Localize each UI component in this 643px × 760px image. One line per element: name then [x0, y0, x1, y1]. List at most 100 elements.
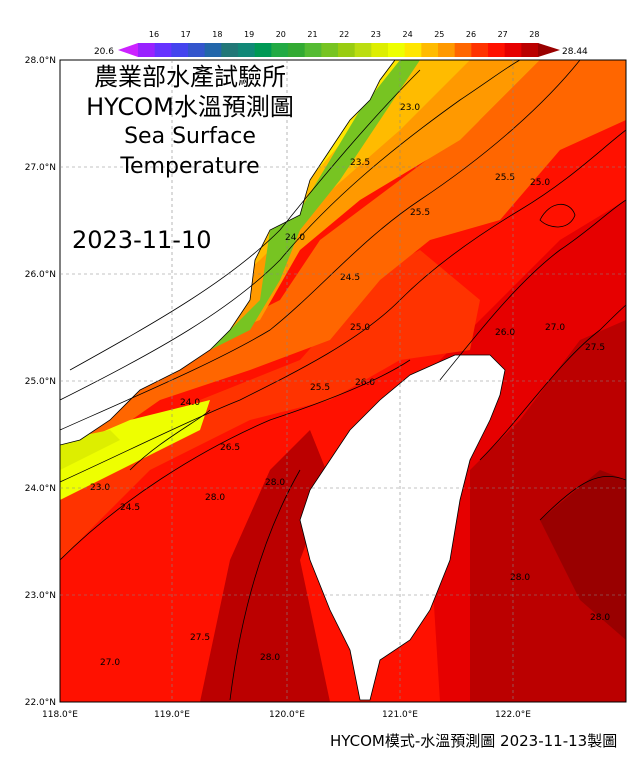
- lat-tick-label: 24.0°N: [25, 484, 56, 494]
- band-28-deep: [540, 470, 626, 640]
- land-mainland: [60, 60, 396, 446]
- colorbar-swatch: [471, 43, 489, 57]
- title-line-sea-surface: Sea Surface: [124, 124, 256, 149]
- colorbar-tick-label: 23: [371, 30, 381, 39]
- lon-tick-label: 119.0°E: [154, 710, 190, 720]
- contour-label: 28.0: [265, 478, 285, 488]
- colorbar-max-label: 28.44: [562, 47, 588, 57]
- forecast-date: 2023-11-10: [72, 226, 212, 254]
- contour-lines: [60, 60, 626, 701]
- colorbar-tick-label: 16: [149, 30, 159, 39]
- colorbar-tick-label: 18: [212, 30, 222, 39]
- colorbar-swatch: [321, 43, 339, 57]
- contour-label: 25.5: [410, 208, 430, 218]
- colorbar-swatch: [388, 43, 406, 57]
- colorbar-swatch: [371, 43, 389, 57]
- colorbar-swatch: [354, 43, 372, 57]
- contour-label: 23.0: [400, 103, 420, 113]
- lat-tick-label: 25.0°N: [25, 377, 56, 387]
- contour-label: 25.0: [350, 323, 370, 333]
- colorbar-swatch: [238, 43, 256, 57]
- title-line-model: HYCOM水溫預測圖: [86, 93, 294, 121]
- colorbar-swatch: [271, 43, 289, 57]
- contour-label: 28.0: [510, 573, 530, 583]
- colorbar-tick-label: 19: [244, 30, 254, 39]
- colorbar-swatch: [254, 43, 272, 57]
- lat-tick-label: 26.0°N: [25, 270, 56, 280]
- band-235: [60, 400, 210, 500]
- colorbar-tick-label: 25: [434, 30, 444, 39]
- colorbar-swatch: [288, 43, 306, 57]
- band-26: [60, 60, 626, 470]
- colorbar-tick-label: 21: [307, 30, 317, 39]
- title-line-temperature: Temperature: [120, 154, 260, 179]
- contour-label: 24.5: [340, 273, 360, 283]
- colorbar-swatch: [204, 43, 222, 57]
- contour-label: 28.0: [260, 653, 280, 663]
- lon-tick-label: 118.0°E: [42, 710, 78, 720]
- contour-label: 25.5: [495, 173, 515, 183]
- contour-label: 27.5: [190, 633, 210, 643]
- colorbar-swatch: [338, 43, 356, 57]
- contour-label: 24.5: [120, 503, 140, 513]
- contour-label: 27.0: [545, 323, 565, 333]
- lat-tick-label: 28.0°N: [25, 56, 56, 66]
- colorbar-swatch: [138, 43, 156, 57]
- colorbar-swatch: [521, 43, 539, 57]
- colorbar-tick-label: 28: [529, 30, 539, 39]
- contour-label: 27.5: [585, 343, 605, 353]
- colorbar-swatch: [221, 43, 239, 57]
- contour-labels: 23.0 24.5 24.0 23.5 23.0 24.0 24.5 25.0 25.5 25.5…: [90, 103, 610, 668]
- colorbar: 16 17 18 19 20 21 22 23 24 25 26 27 28 20.6 28.44: [94, 30, 588, 57]
- colorbar-tick-label: 24: [403, 30, 413, 39]
- colorbar-tick-label: 20: [276, 30, 286, 39]
- band-265: [60, 250, 480, 560]
- band-coast-green: [210, 60, 420, 350]
- band-275: [470, 320, 626, 702]
- colorbar-tick-label: 27: [498, 30, 508, 39]
- title-block: 農業部水產試驗所 HYCOM水溫預測圖 Sea Surface Temperat…: [60, 62, 320, 182]
- colorbar-max-arrow: [538, 43, 560, 57]
- colorbar-swatch: [504, 43, 522, 57]
- axis-labels: 118.0°E 119.0°E 120.0°E 121.0°E 122.0°E 28.0°…: [25, 56, 532, 720]
- colorbar-swatch: [421, 43, 439, 57]
- contour-label: 27.0: [100, 658, 120, 668]
- lon-tick-label: 120.0°E: [269, 710, 305, 720]
- contour-label: 24.0: [180, 398, 200, 408]
- contour-label: 25.5: [310, 383, 330, 393]
- colorbar-swatch: [188, 43, 206, 57]
- colorbar-swatch: [154, 43, 172, 57]
- footer-credit: HYCOM模式-水溫預測圖 2023-11-13製圖: [330, 732, 618, 750]
- sst-field: 23.0 24.5 24.0 23.5 23.0 24.0 24.5 25.0 25.5 25.5…: [60, 60, 626, 702]
- contour-label: 26.0: [355, 378, 375, 388]
- contour-label: 26.0: [495, 328, 515, 338]
- colorbar-swatch: [171, 43, 189, 57]
- land-taiwan: [299, 354, 506, 701]
- lon-tick-label: 122.0°E: [495, 710, 531, 720]
- colorbar-swatch: [438, 43, 456, 57]
- contour-label: 23.0: [90, 483, 110, 493]
- colorbar-swatch: [454, 43, 472, 57]
- colorbar-tick-label: 22: [339, 30, 349, 39]
- colorbar-min-arrow: [118, 43, 138, 57]
- contour-label: 26.5: [220, 443, 240, 453]
- colorbar-swatch: [404, 43, 422, 57]
- lon-tick-label: 121.0°E: [382, 710, 418, 720]
- contour-label: 25.0: [530, 178, 550, 188]
- lat-tick-label: 23.0°N: [25, 591, 56, 601]
- contour-label: 23.5: [350, 158, 370, 168]
- lat-tick-label: 22.0°N: [25, 698, 56, 708]
- title-line-agency: 農業部水產試驗所: [94, 63, 286, 91]
- lat-tick-label: 27.0°N: [25, 163, 56, 173]
- colorbar-swatch: [304, 43, 322, 57]
- contour-label: 24.0: [285, 233, 305, 243]
- contour-label: 28.0: [205, 493, 225, 503]
- contour-label: 28.0: [590, 613, 610, 623]
- band-28-west: [200, 430, 330, 702]
- colorbar-min-label: 20.6: [94, 47, 114, 57]
- colorbar-tick-label: 26: [466, 30, 476, 39]
- graticule: [60, 60, 626, 702]
- colorbar-tick-label: 17: [181, 30, 191, 39]
